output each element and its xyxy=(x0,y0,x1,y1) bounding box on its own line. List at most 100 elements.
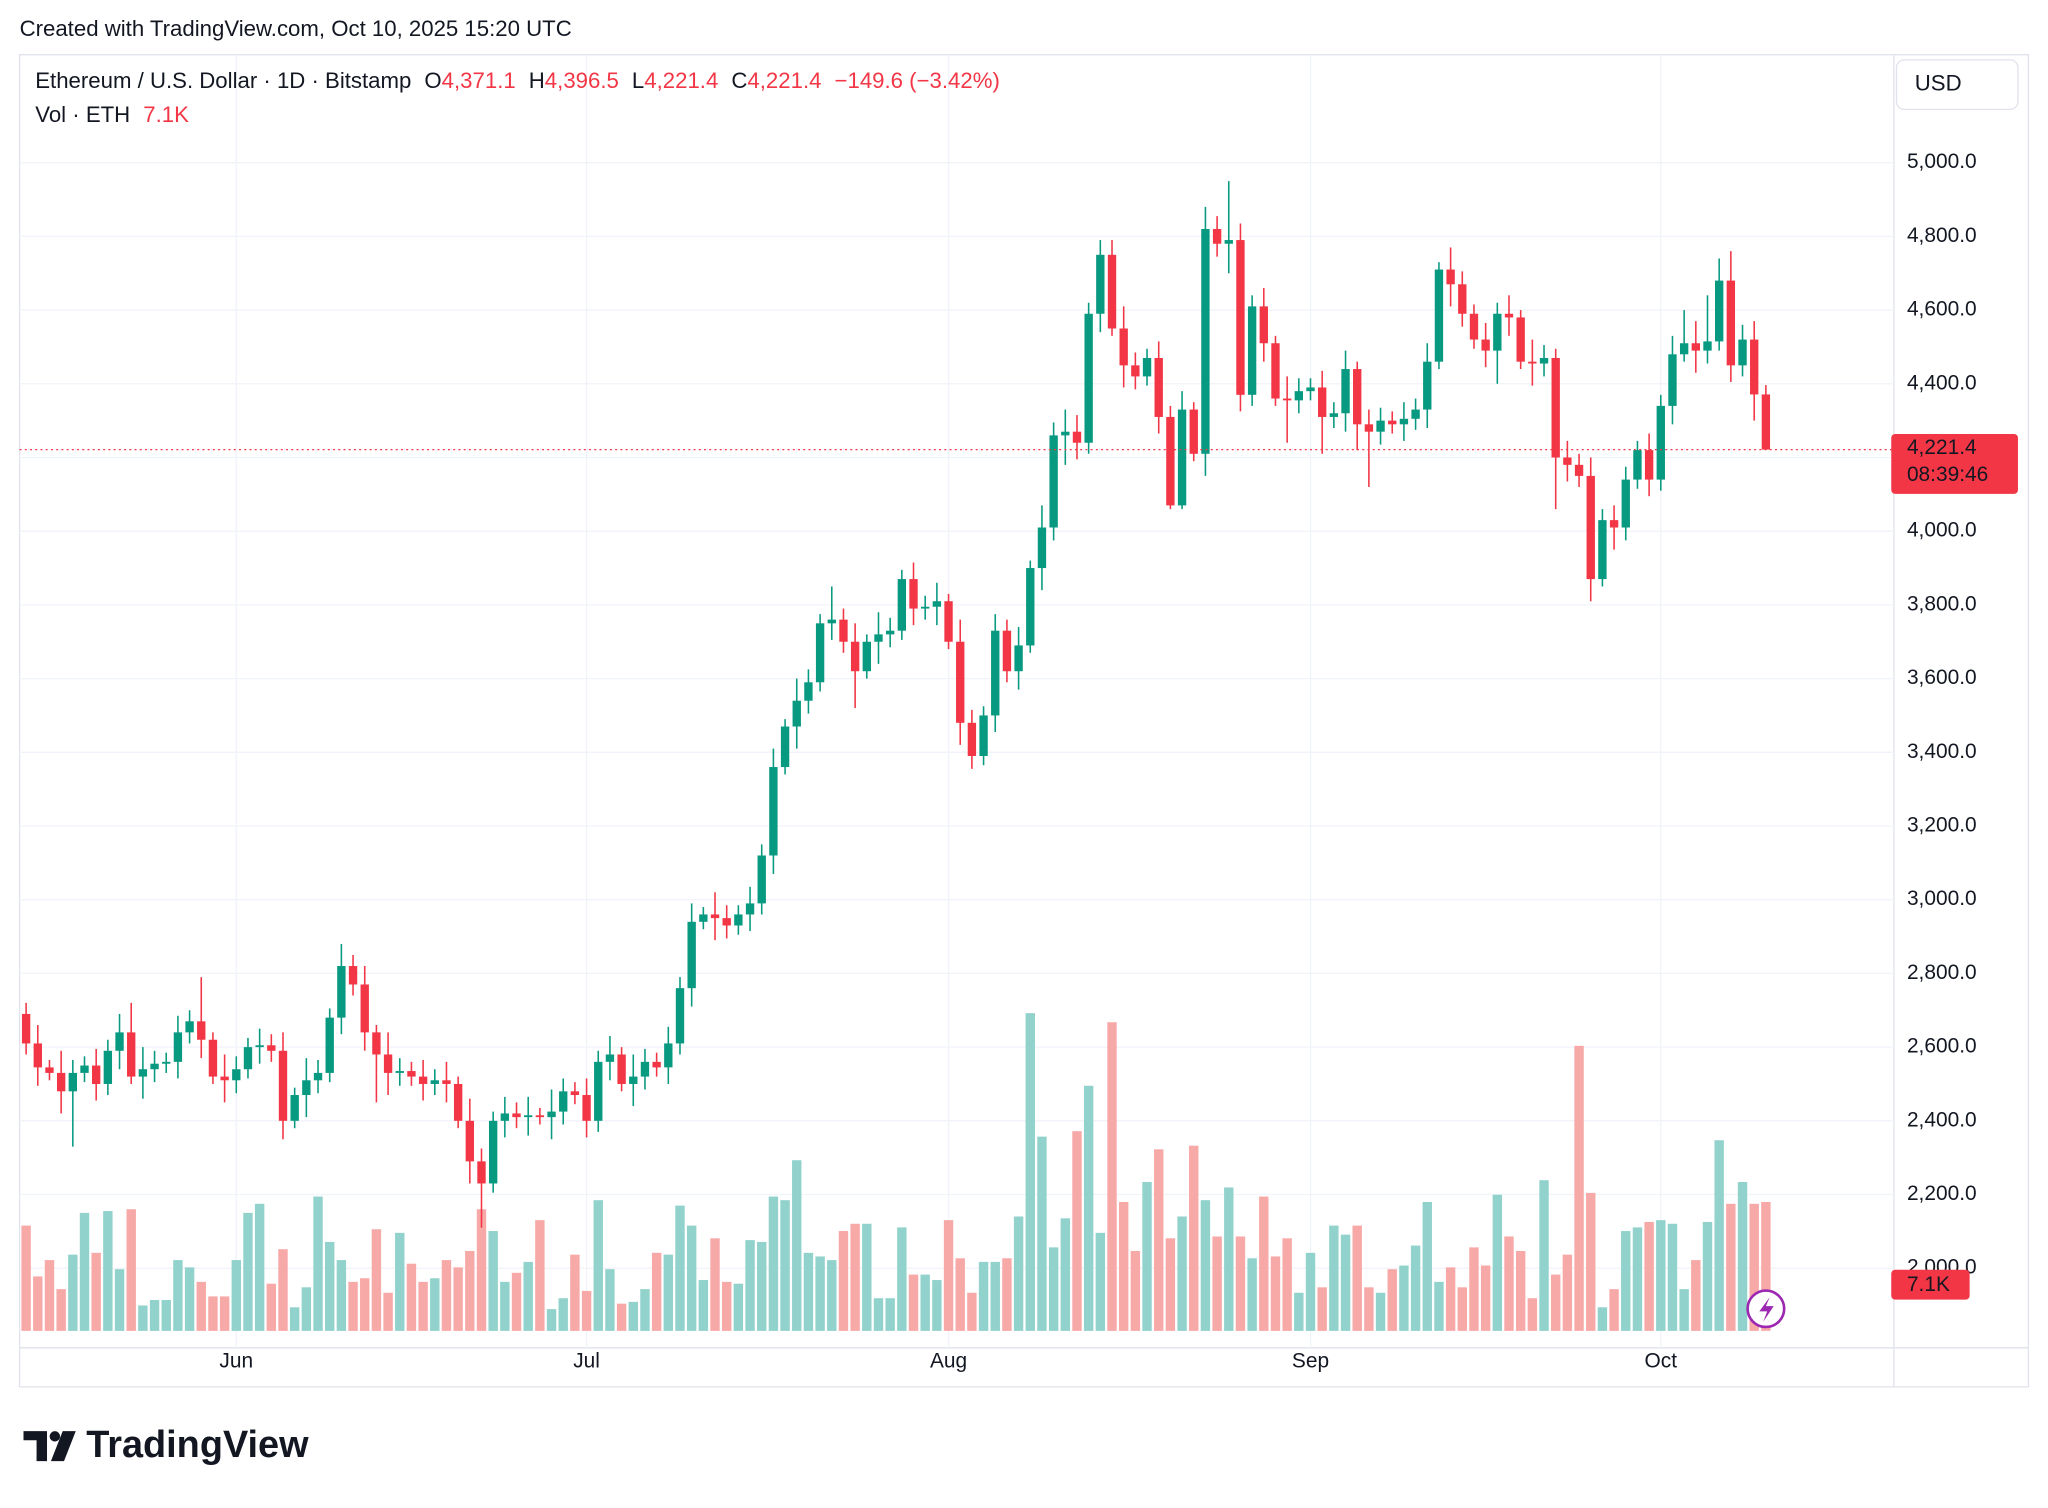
y-tick-label: 4,400.0 xyxy=(1907,371,1977,394)
candle-body xyxy=(1679,343,1689,355)
candle-body xyxy=(1026,568,1035,646)
volume-bar xyxy=(1224,1187,1234,1331)
candle-body xyxy=(348,966,358,985)
volume-bar xyxy=(943,1220,954,1331)
volume-bar xyxy=(1410,1245,1421,1331)
candle-body xyxy=(640,1061,650,1077)
brand: TradingView xyxy=(86,1424,309,1466)
volume-bar xyxy=(1048,1247,1059,1331)
volume-bar xyxy=(1189,1145,1199,1331)
volume-bar xyxy=(114,1269,125,1331)
volume-bar xyxy=(91,1252,101,1331)
volume-bar xyxy=(780,1200,790,1331)
candle-body xyxy=(1586,475,1595,580)
volume-bar xyxy=(1177,1216,1187,1331)
volume-bar xyxy=(336,1260,347,1331)
volume-bar xyxy=(1749,1203,1759,1331)
candle-body xyxy=(1353,369,1362,425)
chart-frame xyxy=(18,54,2030,1388)
candle-body xyxy=(687,921,696,989)
volume-bar xyxy=(628,1301,638,1331)
candle-body xyxy=(1539,357,1549,364)
candle-body xyxy=(1446,269,1455,285)
volume-bar xyxy=(103,1211,113,1331)
candle-body xyxy=(1551,357,1560,458)
candle-body xyxy=(582,1095,591,1121)
volume-bar xyxy=(1434,1281,1444,1331)
volume-bar xyxy=(1072,1131,1082,1331)
candle-body xyxy=(1376,420,1385,432)
volume-bar xyxy=(1305,1252,1316,1331)
logo-mark xyxy=(23,1431,48,1462)
candle-body xyxy=(1703,341,1712,351)
y-tick-label: 5,000.0 xyxy=(1907,150,1977,173)
volume-bar xyxy=(325,1241,335,1331)
candle-body xyxy=(337,966,346,1018)
candle-body xyxy=(1177,409,1187,506)
volume-bar xyxy=(313,1196,323,1331)
candle-body xyxy=(1061,431,1070,436)
volume-bar xyxy=(757,1241,767,1331)
volume-bar xyxy=(546,1309,557,1331)
volume-bar xyxy=(1270,1256,1281,1331)
volume-bar xyxy=(1025,1013,1035,1331)
icon-bolt[interactable] xyxy=(1759,1297,1774,1322)
candle-body xyxy=(383,1054,393,1073)
volume-bar xyxy=(990,1261,1000,1331)
created-note: Created with TradingView.com, Oct 10, 20… xyxy=(20,16,572,41)
volume-bar xyxy=(126,1209,136,1331)
candle-body xyxy=(1224,240,1233,244)
candle-body xyxy=(1318,387,1327,417)
volume-bar xyxy=(593,1200,603,1331)
volume-bar xyxy=(733,1283,744,1331)
candle-body xyxy=(232,1069,241,1081)
candle-body xyxy=(909,579,918,609)
volume-bar xyxy=(1656,1220,1666,1331)
candle-body xyxy=(302,1080,311,1096)
currency[interactable]: USD xyxy=(1915,71,1962,96)
candle-body xyxy=(675,988,685,1044)
candle-body xyxy=(1154,357,1163,417)
currency-button[interactable] xyxy=(1895,59,2019,111)
candle-body xyxy=(874,634,883,642)
candle-body xyxy=(68,1072,78,1092)
volume-bar xyxy=(1574,1045,1584,1331)
candle-body xyxy=(1434,269,1444,362)
volume-bar xyxy=(932,1280,942,1331)
assistant-icon[interactable] xyxy=(1746,1289,1786,1329)
candle-body xyxy=(372,1032,381,1055)
candle-body xyxy=(944,601,953,642)
candle-body xyxy=(1598,520,1607,580)
candle-body xyxy=(1294,391,1304,401)
candle-body xyxy=(1014,645,1023,672)
candle-body xyxy=(127,1032,136,1077)
candle-body xyxy=(1726,280,1736,366)
volume-bar xyxy=(967,1292,977,1331)
volume-bar xyxy=(1142,1182,1152,1331)
volume-badge-label: 7.1K xyxy=(1907,1273,1950,1296)
volume-bar xyxy=(1457,1287,1467,1331)
price-badge xyxy=(1891,433,2018,494)
candle-body xyxy=(56,1072,66,1092)
candle-body xyxy=(570,1091,580,1096)
volume-bar xyxy=(360,1278,370,1331)
volume-bar xyxy=(1469,1247,1479,1331)
candle-body xyxy=(629,1076,638,1084)
volume-bar xyxy=(885,1298,895,1331)
volume-bar xyxy=(1422,1201,1432,1331)
logo-mark xyxy=(50,1431,76,1462)
candle-body xyxy=(722,918,731,926)
candle-body xyxy=(710,914,720,919)
candle-body xyxy=(1306,387,1315,392)
volume-bar xyxy=(1317,1287,1327,1331)
candle-body xyxy=(1563,457,1572,465)
volume-bar xyxy=(1329,1225,1339,1331)
candle-body xyxy=(407,1071,416,1077)
candle-body xyxy=(827,619,836,624)
volume-bar xyxy=(1294,1292,1304,1331)
volume-bar xyxy=(1247,1258,1257,1331)
volume-bar xyxy=(231,1260,241,1331)
candle-body xyxy=(395,1071,404,1073)
candle-body xyxy=(1423,361,1432,410)
